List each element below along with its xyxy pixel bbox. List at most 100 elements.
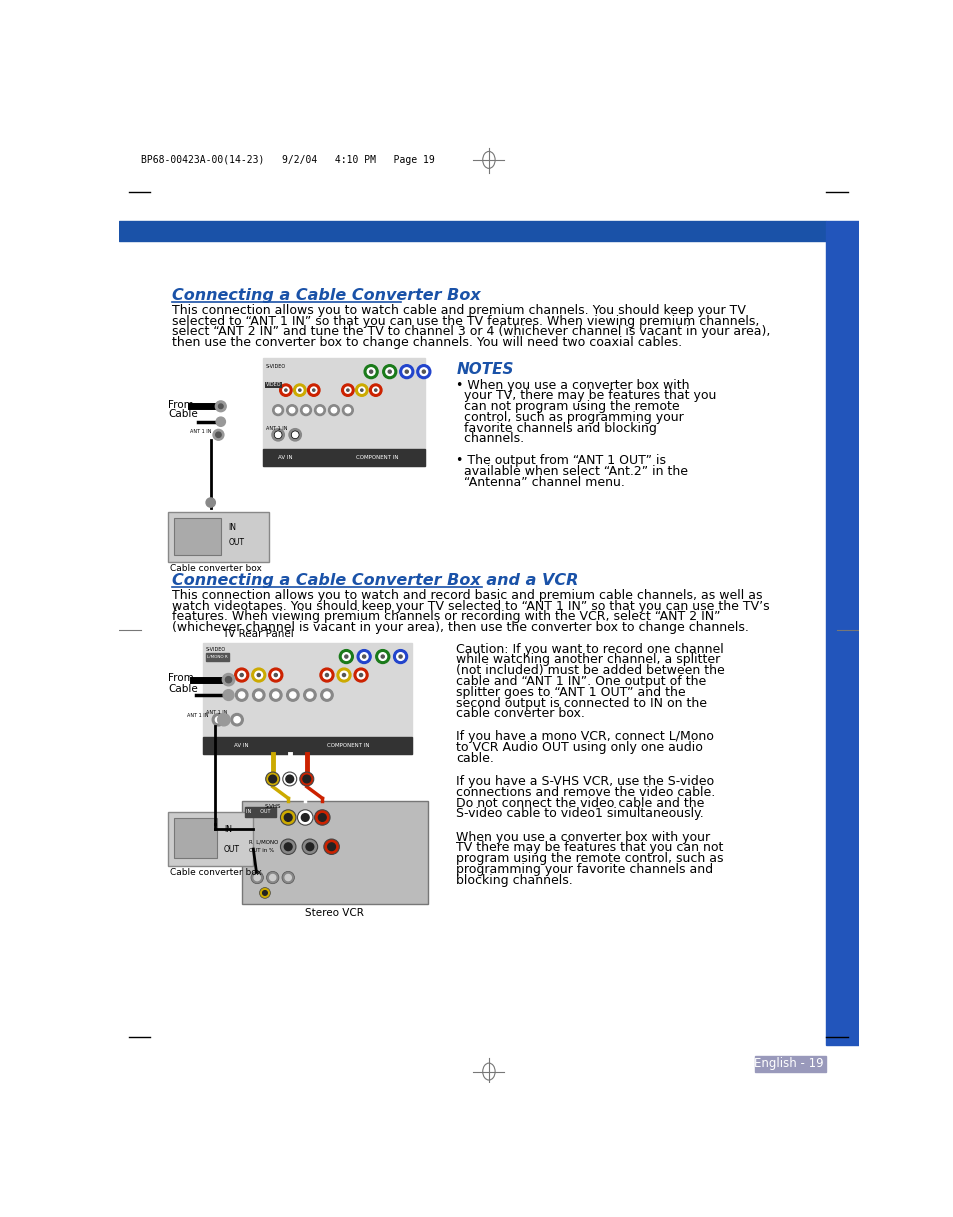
Circle shape bbox=[360, 389, 362, 392]
Text: • When you use a converter box with: • When you use a converter box with bbox=[456, 378, 689, 392]
Circle shape bbox=[280, 809, 295, 825]
Bar bbox=[754, 1056, 825, 1072]
Text: S-VIDEO: S-VIDEO bbox=[206, 647, 226, 652]
Text: available when select “Ant.2” in the: available when select “Ant.2” in the bbox=[456, 465, 688, 478]
Bar bbox=[174, 818, 216, 858]
Text: IN: IN bbox=[229, 522, 236, 532]
Circle shape bbox=[339, 650, 353, 663]
Text: R  L/MONO: R L/MONO bbox=[249, 839, 278, 845]
Text: BP68-00423A-00(14-23)   9/2/04   4:10 PM   Page 19: BP68-00423A-00(14-23) 9/2/04 4:10 PM Pag… bbox=[141, 156, 435, 166]
Text: select “ANT 2 IN” and tune the TV to channel 3 or 4 (whichever channel is vacant: select “ANT 2 IN” and tune the TV to cha… bbox=[172, 325, 769, 338]
Circle shape bbox=[311, 387, 316, 393]
Circle shape bbox=[275, 408, 280, 413]
Text: features. When viewing premium channels or recording with the VCR, select “ANT 2: features. When viewing premium channels … bbox=[172, 611, 720, 623]
Circle shape bbox=[299, 772, 314, 786]
Text: Connecting a Cable Converter Box: Connecting a Cable Converter Box bbox=[172, 288, 480, 303]
Circle shape bbox=[359, 673, 362, 677]
Circle shape bbox=[238, 692, 245, 699]
Circle shape bbox=[234, 668, 249, 682]
Circle shape bbox=[422, 370, 425, 374]
Circle shape bbox=[255, 692, 261, 699]
Text: ANT 1 IN: ANT 1 IN bbox=[190, 430, 211, 434]
Circle shape bbox=[323, 839, 339, 854]
Circle shape bbox=[235, 689, 248, 701]
Circle shape bbox=[300, 405, 311, 415]
Circle shape bbox=[328, 843, 335, 851]
Bar bbox=[203, 738, 412, 755]
Text: If you have a S-VHS VCR, use the S-video: If you have a S-VHS VCR, use the S-video bbox=[456, 775, 714, 789]
Circle shape bbox=[346, 389, 349, 392]
Circle shape bbox=[369, 385, 381, 397]
Circle shape bbox=[218, 404, 223, 409]
Text: control, such as programming your: control, such as programming your bbox=[456, 411, 683, 424]
Circle shape bbox=[307, 692, 313, 699]
Bar bbox=[241, 801, 427, 904]
Text: “Antenna” channel menu.: “Antenna” channel menu. bbox=[456, 476, 624, 488]
Circle shape bbox=[253, 689, 265, 701]
Circle shape bbox=[296, 387, 303, 393]
Circle shape bbox=[399, 365, 414, 378]
Circle shape bbox=[225, 677, 232, 683]
Circle shape bbox=[282, 772, 296, 786]
Text: TV Rear Panel: TV Rear Panel bbox=[222, 629, 294, 639]
Circle shape bbox=[251, 871, 263, 884]
Circle shape bbox=[331, 408, 336, 413]
Circle shape bbox=[294, 385, 306, 397]
Circle shape bbox=[336, 668, 351, 682]
Text: When you use a converter box with your: When you use a converter box with your bbox=[456, 830, 710, 843]
Circle shape bbox=[302, 839, 317, 854]
Circle shape bbox=[254, 672, 262, 679]
Bar bbox=[262, 358, 425, 466]
Circle shape bbox=[270, 875, 275, 881]
Circle shape bbox=[266, 772, 279, 786]
Text: favorite channels and blocking: favorite channels and blocking bbox=[456, 422, 657, 434]
Circle shape bbox=[253, 875, 260, 881]
Bar bbox=[174, 518, 220, 555]
Circle shape bbox=[282, 871, 294, 884]
Circle shape bbox=[262, 891, 267, 896]
Text: ANT 1 IN: ANT 1 IN bbox=[206, 711, 228, 716]
Circle shape bbox=[286, 689, 298, 701]
Circle shape bbox=[342, 652, 350, 661]
Circle shape bbox=[369, 370, 373, 374]
Circle shape bbox=[306, 843, 314, 851]
Circle shape bbox=[285, 875, 291, 881]
Circle shape bbox=[388, 370, 391, 374]
Bar bbox=[119, 220, 825, 241]
Text: then use the converter box to change channels. You will need two coaxial cables.: then use the converter box to change cha… bbox=[172, 336, 681, 349]
Circle shape bbox=[360, 652, 368, 661]
Circle shape bbox=[405, 370, 408, 374]
Text: IN      OUT: IN OUT bbox=[246, 809, 271, 814]
Text: L/MONO R: L/MONO R bbox=[207, 655, 228, 658]
Text: OUT in %: OUT in % bbox=[249, 848, 274, 853]
Circle shape bbox=[286, 775, 294, 783]
Text: Connecting a Cable Converter Box and a VCR: Connecting a Cable Converter Box and a V… bbox=[172, 573, 578, 588]
Circle shape bbox=[273, 405, 283, 415]
Circle shape bbox=[307, 385, 319, 397]
Circle shape bbox=[342, 673, 345, 677]
Circle shape bbox=[375, 650, 390, 663]
Text: Stereo VCR: Stereo VCR bbox=[305, 908, 364, 919]
Circle shape bbox=[356, 650, 371, 663]
Circle shape bbox=[298, 389, 301, 392]
Circle shape bbox=[396, 652, 404, 661]
Text: NOTES: NOTES bbox=[456, 361, 514, 376]
Circle shape bbox=[355, 385, 368, 397]
Text: second output is connected to IN on the: second output is connected to IN on the bbox=[456, 696, 706, 710]
Circle shape bbox=[274, 673, 277, 677]
Circle shape bbox=[233, 717, 240, 723]
Text: S-video cable to video1 simultaneously.: S-video cable to video1 simultaneously. bbox=[456, 807, 703, 820]
Text: OUT: OUT bbox=[229, 538, 244, 548]
Text: S-VIDEO: S-VIDEO bbox=[266, 364, 286, 369]
Circle shape bbox=[269, 775, 276, 783]
Circle shape bbox=[274, 432, 281, 438]
Circle shape bbox=[269, 668, 282, 682]
Bar bbox=[206, 654, 229, 661]
Text: Caution: If you want to record one channel: Caution: If you want to record one chann… bbox=[456, 643, 723, 656]
Text: channels.: channels. bbox=[456, 432, 524, 445]
Circle shape bbox=[354, 668, 368, 682]
Circle shape bbox=[231, 713, 243, 725]
Bar bbox=[245, 807, 275, 818]
Circle shape bbox=[289, 408, 294, 413]
Circle shape bbox=[206, 498, 215, 507]
